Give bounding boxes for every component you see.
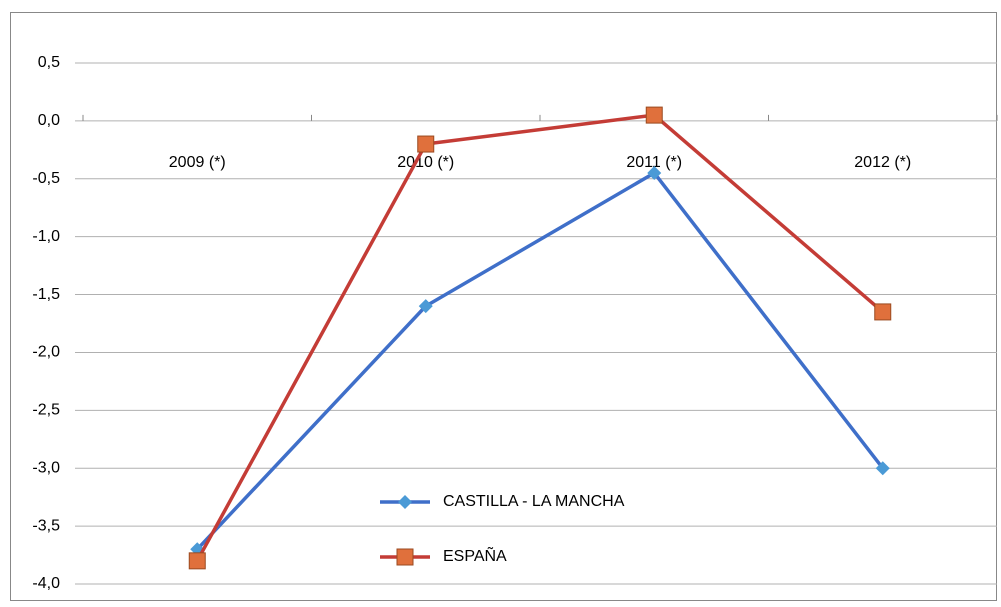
y-tick-label: 0,5 — [38, 54, 60, 71]
y-tick-label: -1,0 — [32, 228, 60, 245]
data-point — [188, 552, 206, 570]
legend-label: CASTILLA - LA MANCHA — [443, 493, 625, 510]
data-point — [417, 135, 435, 153]
series-line — [195, 171, 885, 551]
legend-label: ESPAÑA — [443, 545, 507, 565]
x-tick-label: 2010 (*) — [397, 154, 454, 171]
chart-frame — [10, 12, 997, 601]
y-tick-label: -4,0 — [32, 575, 60, 592]
data-point — [875, 461, 890, 476]
x-tick-label: 2012 (*) — [854, 154, 911, 171]
legend-marker — [398, 495, 412, 509]
y-tick-label: -2,0 — [32, 344, 60, 361]
y-tick-label: -1,5 — [32, 286, 60, 303]
y-tick-label: -3,5 — [32, 517, 60, 534]
data-point — [647, 165, 662, 180]
x-tick-label: 2011 (*) — [626, 154, 682, 171]
data-point — [645, 106, 663, 124]
y-tick-label: -0,5 — [32, 170, 60, 187]
x-tick-label: 2009 (*) — [169, 154, 226, 171]
data-point — [874, 303, 892, 321]
data-point — [418, 299, 433, 314]
y-tick-label: -2,5 — [32, 402, 60, 419]
series-line — [195, 113, 884, 562]
legend-marker — [396, 548, 414, 566]
y-tick-label: 0,0 — [38, 112, 60, 129]
y-tick-label: -3,0 — [32, 459, 60, 476]
